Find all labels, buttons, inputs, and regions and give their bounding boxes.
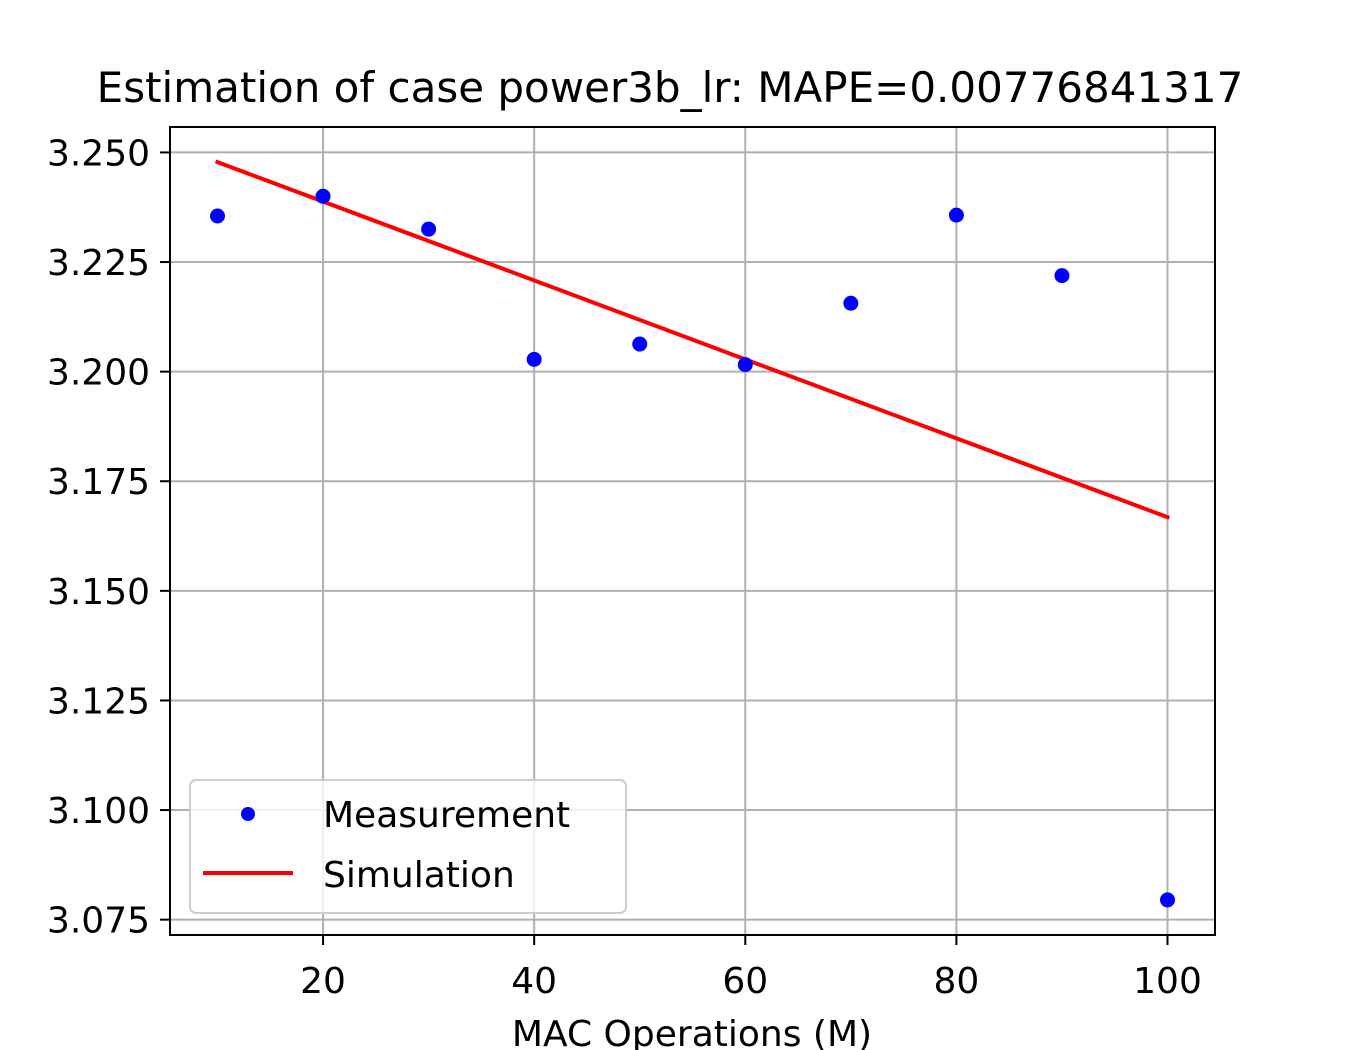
grid xyxy=(170,127,1215,935)
measurement-point xyxy=(1160,892,1175,908)
x-tick-label: 20 xyxy=(300,961,346,1002)
plot-frame xyxy=(169,126,1216,936)
measurement-point xyxy=(948,207,964,223)
y-tick-label: 3.200 xyxy=(47,353,150,394)
measurement-point xyxy=(315,188,331,204)
y-axis: 3.075 3.100 3.125 3.150 3.175 3.200 3.225 3.250 xyxy=(47,133,170,942)
measurement-point xyxy=(1054,268,1070,284)
measurement-point xyxy=(526,351,542,367)
legend-measurement-marker xyxy=(241,807,255,821)
measurement-point xyxy=(737,357,753,373)
measurement-point xyxy=(632,336,648,352)
simulation-series xyxy=(214,159,1171,520)
measurement-point xyxy=(210,208,225,224)
y-tick-label: 3.125 xyxy=(47,681,150,722)
x-axis: 20 40 60 80 100 xyxy=(300,935,1202,1002)
measurement-series xyxy=(210,188,1175,908)
y-tick-label: 3.150 xyxy=(47,572,150,613)
legend: Measurement Simulation xyxy=(189,779,627,914)
x-tick-label: 80 xyxy=(933,961,979,1002)
y-tick-label: 3.100 xyxy=(47,791,150,832)
y-tick-label: 3.075 xyxy=(47,901,150,942)
y-tick-label: 3.175 xyxy=(47,462,150,503)
y-tick-label: 3.225 xyxy=(47,243,150,284)
y-tick-label: 3.250 xyxy=(47,133,150,174)
legend-box xyxy=(189,779,627,914)
measurement-point xyxy=(421,221,437,237)
x-tick-label: 100 xyxy=(1133,961,1202,1002)
x-tick-label: 60 xyxy=(722,961,768,1002)
simulation-line xyxy=(214,159,1171,520)
x-axis-label: MAC Operations (M) xyxy=(512,1014,872,1050)
legend-measurement-label: Measurement xyxy=(323,795,570,836)
chart-title: Estimation of case power3b_lr: MAPE=0.00… xyxy=(97,63,1244,112)
legend-simulation-label: Simulation xyxy=(323,855,515,896)
measurement-point xyxy=(843,295,859,311)
x-tick-label: 40 xyxy=(511,961,557,1002)
